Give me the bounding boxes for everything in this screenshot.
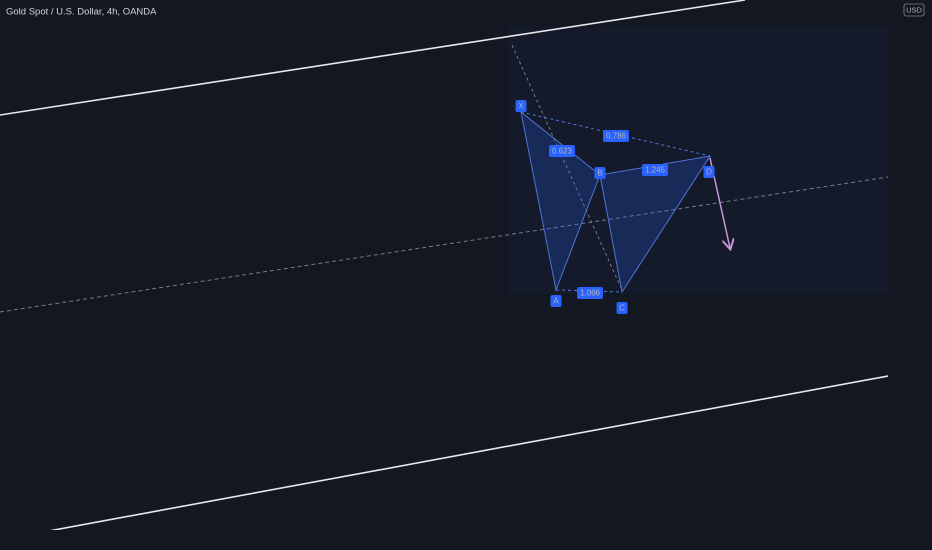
pattern-point-box (703, 166, 715, 178)
currency-box[interactable] (903, 3, 925, 17)
pattern-point-box (550, 295, 562, 307)
drawings (0, 0, 888, 530)
pattern-point: C (619, 304, 625, 313)
pattern-point-box (616, 302, 628, 314)
pattern-xab (520, 110, 601, 292)
channel-bottom (49, 375, 888, 530)
pattern-ratio-box (549, 145, 575, 157)
channel-top (0, 0, 746, 116)
pattern-ratio-box (642, 164, 668, 176)
pattern-ratio-box (577, 287, 603, 299)
pattern-ac (555, 289, 623, 293)
trend-dashed (511, 44, 623, 291)
price-axis-bg (888, 0, 932, 550)
pattern-point: X (518, 102, 524, 111)
pattern-point: A (553, 297, 559, 306)
pattern-point: B (597, 169, 602, 178)
channel-mid (0, 176, 888, 313)
pattern-ratio: 0.623 (552, 147, 573, 156)
pattern-ratio: 1.245 (645, 166, 666, 175)
pattern-ratio: 1.066 (580, 289, 601, 298)
pattern-point: D (706, 168, 712, 177)
pattern-ratio: 0.786 (606, 132, 627, 141)
currency[interactable]: USD (906, 5, 922, 14)
chart-title: Gold Spot / U.S. Dollar, 4h, OANDA (6, 7, 157, 18)
pattern-point-box (594, 167, 606, 179)
harmonic-pattern: X A B C D 0.786 0.623 1.245 1.066 (515, 100, 731, 314)
pattern-point-box (515, 100, 527, 112)
pattern-ratio-box (603, 130, 629, 142)
time-axis-bg (0, 530, 932, 550)
